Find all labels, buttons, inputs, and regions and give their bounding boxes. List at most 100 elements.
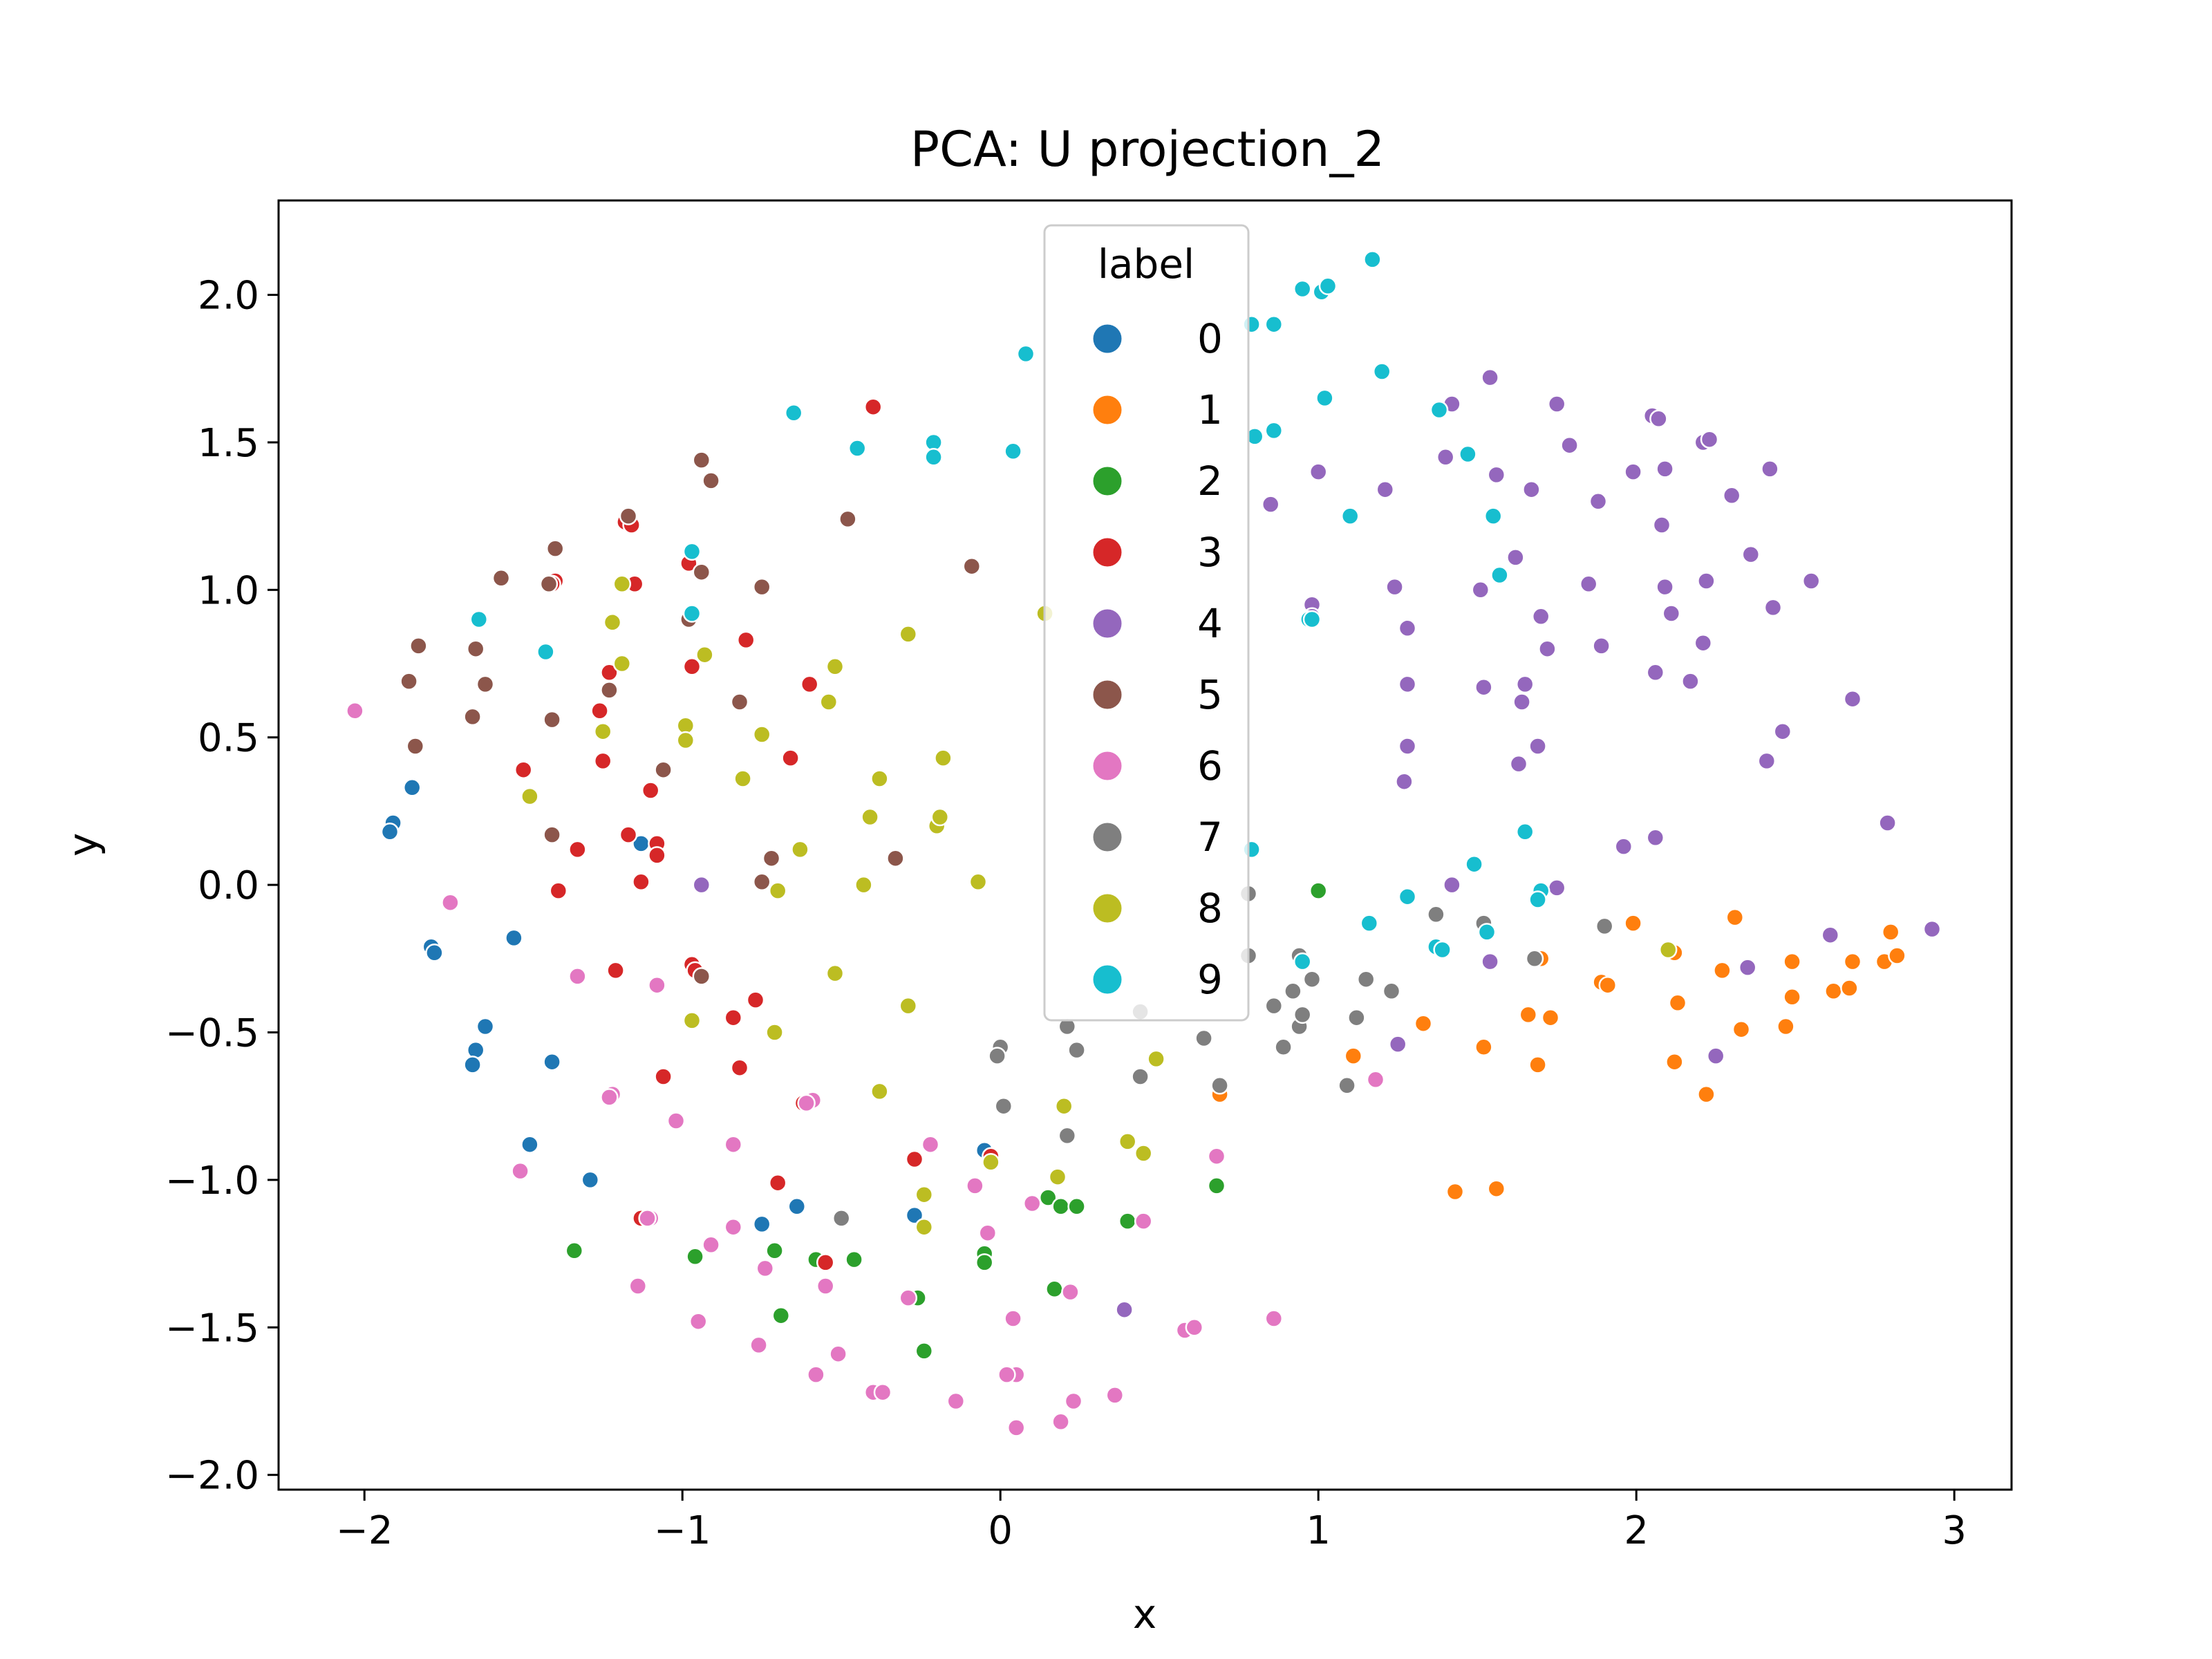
data-point [819, 693, 838, 711]
data-point [1293, 279, 1312, 299]
data-point [886, 849, 905, 868]
data-point [1134, 1212, 1153, 1230]
data-point [1004, 1309, 1022, 1328]
data-point [1302, 610, 1322, 629]
data-point [752, 1215, 771, 1234]
data-point [1783, 952, 1801, 971]
data-point [825, 657, 845, 676]
data-point [600, 663, 619, 682]
data-point [724, 1217, 743, 1237]
data-point [463, 1056, 482, 1074]
legend-entry: 9 [1091, 956, 1223, 1003]
data-point [648, 846, 666, 865]
data-point [1338, 1076, 1356, 1095]
data-point [825, 964, 845, 983]
data-point [1284, 982, 1302, 1001]
data-point [905, 1150, 924, 1169]
data-point [1293, 1005, 1312, 1024]
data-point [752, 872, 771, 892]
data-point [1757, 751, 1777, 771]
legend-entry: 1 [1091, 386, 1223, 433]
data-point [1483, 507, 1503, 525]
data-point [1656, 577, 1674, 597]
data-point [593, 751, 612, 771]
data-point [695, 645, 714, 664]
data-point [832, 1209, 851, 1228]
data-point [1649, 409, 1668, 429]
data-point [666, 1112, 686, 1130]
data-point [1662, 604, 1681, 623]
data-point [476, 675, 495, 694]
data-point [641, 781, 660, 800]
data-point [545, 539, 565, 558]
data-point [1134, 1144, 1153, 1163]
data-point [1318, 276, 1338, 296]
data-point [466, 1040, 485, 1060]
series-2 [565, 881, 1328, 1360]
data-point [511, 1161, 529, 1181]
data-point [1878, 814, 1897, 832]
data-point [1738, 958, 1757, 977]
data-point [1004, 442, 1022, 461]
data-point [590, 702, 609, 720]
data-point [1061, 1282, 1080, 1302]
data-point [505, 928, 523, 948]
data-point [1658, 940, 1678, 959]
data-point [1436, 448, 1455, 467]
x-tick-label: −1 [654, 1508, 711, 1553]
data-point [1481, 368, 1499, 387]
data-point [565, 1241, 584, 1260]
data-point [1487, 1179, 1506, 1198]
data-point [543, 710, 561, 729]
data-point [1207, 1147, 1226, 1165]
data-point [1344, 1047, 1363, 1065]
data-point [1398, 887, 1417, 906]
y-tick-label: −1.5 [165, 1306, 259, 1351]
data-point [1694, 633, 1713, 653]
data-point [1547, 879, 1566, 897]
data-point [1372, 362, 1391, 381]
data-point [1395, 772, 1414, 791]
y-tick-label: −2.0 [165, 1454, 259, 1499]
x-tick-label: 3 [1942, 1508, 1967, 1553]
data-point [752, 577, 771, 597]
data-point [1624, 914, 1642, 932]
data-point [870, 1082, 889, 1101]
y-tick-label: −1.0 [165, 1159, 259, 1203]
data-point [543, 825, 561, 844]
x-tick-label: 2 [1624, 1508, 1649, 1553]
data-point [1274, 1038, 1293, 1057]
data-point [702, 471, 720, 490]
data-point [469, 610, 489, 629]
data-point [380, 823, 400, 841]
data-point [1016, 344, 1035, 364]
data-point [921, 1135, 940, 1154]
data-point [549, 881, 568, 900]
data-point [733, 769, 752, 788]
legend-entry: 3 [1091, 529, 1223, 576]
data-point [682, 542, 702, 561]
data-point [924, 448, 943, 467]
data-point [1471, 581, 1490, 599]
data-point [1579, 574, 1598, 594]
data-point [765, 1023, 784, 1042]
data-point [1700, 430, 1719, 449]
data-point [1773, 722, 1792, 741]
data-point [632, 872, 650, 892]
data-point [997, 1365, 1016, 1384]
data-point [536, 642, 555, 662]
data-point [1481, 952, 1499, 971]
data-point [1376, 480, 1395, 499]
data-point [648, 975, 666, 995]
data-point [1006, 1418, 1026, 1437]
data-point [899, 1288, 918, 1307]
data-point [1414, 1014, 1433, 1033]
data-point [800, 675, 819, 694]
y-tick-label: 0.0 [198, 863, 259, 908]
data-point [676, 731, 695, 750]
data-point [1547, 395, 1566, 413]
series-4 [692, 368, 1942, 1319]
data-point [1595, 917, 1614, 936]
data-point [682, 1011, 702, 1030]
data-point [1356, 970, 1376, 988]
